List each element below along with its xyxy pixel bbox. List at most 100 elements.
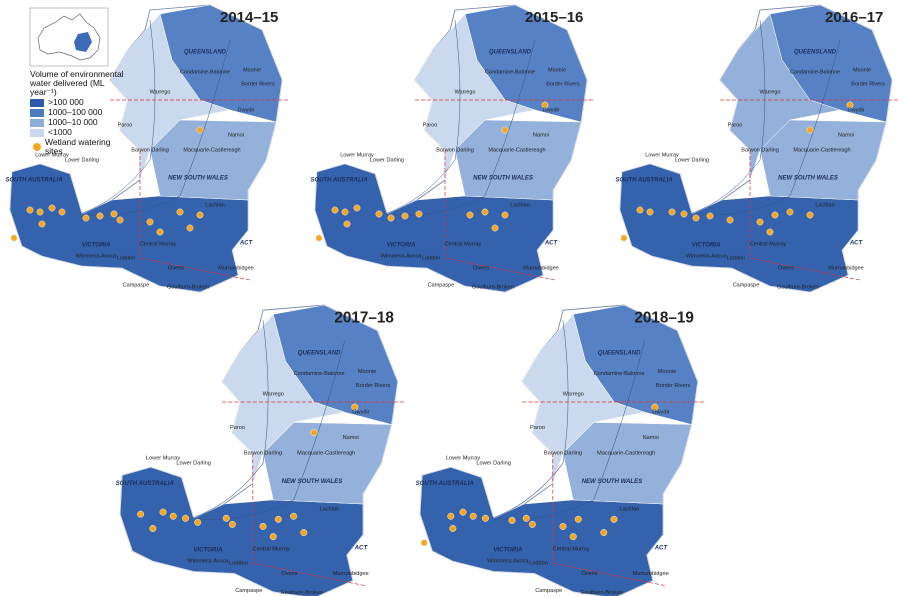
wetland-site <box>846 101 854 109</box>
region-label: NEW SOUTH WALES <box>582 478 644 485</box>
wetland-site <box>146 218 154 226</box>
region-label: Campaspe <box>733 282 760 288</box>
region-label: Gwydir <box>237 107 254 113</box>
region-label: SOUTH AUSTRALIA <box>615 178 672 184</box>
region-label: Central Murray <box>750 241 787 247</box>
region-label: Moonie <box>358 369 376 375</box>
region-label: Paroo <box>423 122 438 128</box>
region-label: Lachlan <box>205 202 224 208</box>
region-label: Wimmera-Avoca <box>686 253 727 259</box>
wetland-site <box>375 210 383 218</box>
region-label: ACT <box>849 241 864 247</box>
wetland-site <box>574 515 582 523</box>
region-label: Murrumbidgee <box>828 265 863 271</box>
wetland-site <box>771 211 779 219</box>
region-label: Loddon <box>727 255 745 261</box>
wetland-site <box>522 514 530 522</box>
wetland-site <box>508 516 516 524</box>
wetland-site <box>36 208 44 216</box>
region-label: Lower Murray <box>446 456 480 462</box>
legend-sites: Wetland watering sites <box>30 138 130 156</box>
wetland-site <box>766 228 774 236</box>
region-label: QUEENSLAND <box>184 50 227 56</box>
wetland-site <box>10 234 18 242</box>
region-label: Gwydir <box>847 107 864 113</box>
region-label: Campaspe <box>535 588 562 594</box>
wetland-site <box>466 211 474 219</box>
wetland-site <box>447 512 455 520</box>
region-label: Moonie <box>548 67 566 73</box>
legend: Volume of environmental water delivered … <box>30 70 130 156</box>
wetland-site <box>331 206 339 214</box>
catchment <box>759 119 887 201</box>
region-label: Namoi <box>643 435 659 441</box>
region-label: Barwon Darling <box>544 450 582 456</box>
wetland-site <box>196 211 204 219</box>
region-label: Lachlan <box>815 202 834 208</box>
wetland-site <box>228 520 236 528</box>
region-label: Warrego <box>455 89 476 95</box>
wetland-site <box>481 208 489 216</box>
region-label: Central Murray <box>445 241 482 247</box>
region-label: Murrumbidgee <box>633 571 669 577</box>
region-label: NEW SOUTH WALES <box>778 176 838 182</box>
wetland-site <box>194 518 202 526</box>
region-label: Wimmera-Avoca <box>381 253 422 259</box>
catchment <box>454 119 582 201</box>
swatch <box>30 108 44 117</box>
site-swatch <box>33 143 41 151</box>
region-label: QUEENSLAND <box>298 350 341 357</box>
wetland-site <box>401 212 409 220</box>
region-label: Central Murray <box>553 546 590 552</box>
region-label: Ovens <box>168 265 184 271</box>
wetland-site <box>186 224 194 232</box>
region-label: VICTORIA <box>387 243 416 249</box>
region-label: Lower Murray <box>340 152 374 158</box>
region-label: VICTORIA <box>692 243 721 249</box>
wetland-site <box>387 214 395 222</box>
wetland-site <box>156 228 164 236</box>
region-label: SOUTH AUSTRALIA <box>5 178 62 184</box>
region-label: SOUTH AUSTRALIA <box>310 178 367 184</box>
wetland-site <box>82 214 90 222</box>
wetland-site <box>501 211 509 219</box>
wetland-site <box>469 512 477 520</box>
legend-label: <1000 <box>48 127 72 137</box>
swatch <box>30 98 44 107</box>
region-label: Macquarie-Castlereagh <box>793 147 850 153</box>
region-label: Condamine-Balonne <box>790 69 840 75</box>
region-label: Barwon Darling <box>131 147 169 153</box>
wetland-site <box>58 208 66 216</box>
region-label: Condamine-Balonne <box>594 371 645 377</box>
wetland-site <box>420 539 428 547</box>
legend-item: >100 000 <box>30 98 130 107</box>
region-label: Lachlan <box>510 202 529 208</box>
region-label: Condamine-Balonne <box>180 69 230 75</box>
catchment <box>262 422 392 505</box>
region-label: SOUTH AUSTRALIA <box>416 480 474 487</box>
region-label: Macquarie-Castlereagh <box>488 147 545 153</box>
swatch <box>30 118 44 127</box>
wetland-site <box>692 214 700 222</box>
region-label: Lower Murray <box>146 456 180 462</box>
region-label: Goulburn-Broken <box>280 590 323 596</box>
region-label: Warrego <box>150 89 171 95</box>
legend-label: >100 000 <box>48 97 84 107</box>
region-label: Murrumbidgee <box>218 265 253 271</box>
wetland-site <box>137 510 145 518</box>
wetland-site <box>620 234 628 242</box>
map-panel: QUEENSLAND Condamine-Balonne Moonie Border … <box>116 304 406 596</box>
legend-label: Wetland watering sites <box>44 137 111 156</box>
region-label: Barwon Darling <box>436 147 474 153</box>
catchment <box>314 163 554 293</box>
region-label: Lower Darling <box>176 461 211 467</box>
catchment <box>419 467 664 596</box>
catchment <box>119 467 364 596</box>
region-label: Gwydir <box>352 410 370 416</box>
wetland-site <box>269 533 277 541</box>
wetland-site <box>116 216 124 224</box>
region-label: Border Rivers <box>546 81 580 87</box>
region-label: Campaspe <box>235 588 262 594</box>
wetland-site <box>636 206 644 214</box>
